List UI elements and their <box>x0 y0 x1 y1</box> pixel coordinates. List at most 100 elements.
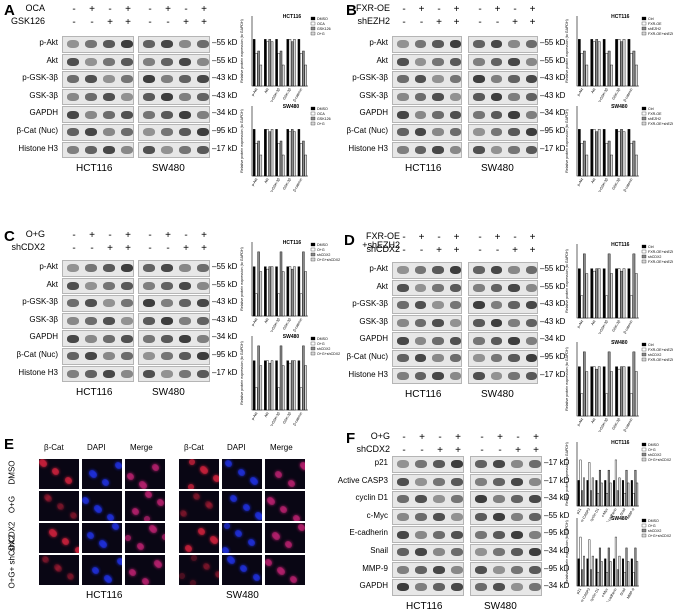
bar <box>302 140 305 177</box>
cell-nucleus <box>269 499 275 505</box>
protein-band <box>121 110 133 119</box>
cell-line-label: SW480 <box>481 163 514 175</box>
bar <box>583 50 586 87</box>
cell-nucleus <box>43 557 49 563</box>
legend-label: O+G <box>317 248 325 252</box>
protein-band <box>414 128 426 137</box>
sign-mark: + <box>515 445 521 456</box>
protein-band <box>143 128 155 137</box>
bar <box>255 293 258 317</box>
sign-mark: - <box>478 232 482 243</box>
protein-band <box>511 565 523 574</box>
protein-band <box>179 369 191 378</box>
protein-band <box>473 283 485 292</box>
protein-band <box>432 110 444 119</box>
protein-band <box>493 548 505 557</box>
bar <box>602 268 606 319</box>
cell-nucleus <box>56 566 62 572</box>
blot-strip <box>392 71 462 88</box>
bar <box>602 366 606 417</box>
sign-mark: - <box>148 4 152 15</box>
protein-band <box>529 495 541 504</box>
protein-band <box>508 128 520 137</box>
protein-band <box>490 371 502 380</box>
sign-mark: + <box>418 232 425 243</box>
bar <box>620 41 623 87</box>
protein-band <box>493 530 505 539</box>
size-dash: – <box>544 528 549 538</box>
cell-nucleus <box>205 501 211 507</box>
bar <box>264 360 267 411</box>
size-dash: – <box>212 279 217 289</box>
protein-band <box>508 371 520 380</box>
protein-band <box>525 371 537 380</box>
cell-nucleus <box>204 564 210 570</box>
bar <box>252 266 256 317</box>
size-label: –95 kD <box>540 126 565 135</box>
protein-band <box>449 93 461 102</box>
bar <box>586 480 589 507</box>
legend-swatch <box>641 523 647 528</box>
protein-band <box>161 264 173 273</box>
protein-band <box>103 299 115 308</box>
legend-label: OCA <box>317 112 325 116</box>
category-label: Akt <box>264 318 270 325</box>
bar <box>288 131 292 177</box>
bar <box>578 268 581 319</box>
protein-band <box>525 266 537 275</box>
bar <box>606 493 609 507</box>
size-label: –17 kD <box>212 368 237 377</box>
protein-band <box>511 495 523 504</box>
column-header: DAPI <box>87 443 106 452</box>
protein-band <box>508 354 520 363</box>
sign-mark: + <box>529 245 536 256</box>
bar <box>615 268 618 319</box>
protein-band <box>103 317 115 326</box>
category-label: GSK-3β <box>611 178 621 191</box>
size-label: –43 kD <box>212 91 237 100</box>
protein-band <box>397 530 409 539</box>
blot-strip <box>392 297 462 314</box>
size-label: –34 kD <box>544 493 569 502</box>
protein-band <box>85 299 97 308</box>
protein-band <box>397 145 409 154</box>
category-label: Akt <box>590 178 596 185</box>
cell-line-label: SW480 <box>152 163 185 175</box>
cell-nucleus <box>113 524 119 530</box>
cell-nucleus <box>216 572 219 578</box>
sign-mark: - <box>420 445 424 456</box>
protein-band <box>103 128 115 137</box>
bar <box>595 558 598 587</box>
size-dash: – <box>540 264 545 273</box>
protein-band <box>490 266 502 275</box>
fluorescence-image <box>221 458 263 490</box>
bar <box>255 143 258 177</box>
protein-band <box>525 75 537 84</box>
fluorescence-image <box>221 554 263 586</box>
legend-label: Ctrl <box>648 343 654 347</box>
size-label: –95 kD <box>544 528 569 537</box>
cell-nucleus <box>63 539 69 545</box>
blot-strip <box>62 260 134 277</box>
protein-band <box>397 319 409 328</box>
cell-nucleus <box>257 514 262 520</box>
blot-strip <box>470 508 542 526</box>
bar <box>602 129 606 177</box>
cell-nucleus <box>279 569 285 575</box>
fluorescence-image <box>264 458 306 490</box>
size-value: 55 kD <box>216 55 238 65</box>
protein-band <box>397 548 409 557</box>
protein-band <box>415 565 427 574</box>
cell-nucleus <box>153 465 159 471</box>
bar <box>595 39 599 87</box>
fluorescence-image <box>264 490 306 522</box>
sign-mark: + <box>437 445 443 456</box>
chart-ylabel: Relative protein expression (to GAPDH) <box>565 109 569 173</box>
fluorescence-image <box>178 522 220 554</box>
protein-band <box>67 93 79 102</box>
cell-nucleus <box>103 480 109 486</box>
blot-strip <box>138 365 210 383</box>
bar <box>597 268 601 319</box>
bar <box>597 572 600 587</box>
protein-band <box>197 317 209 326</box>
